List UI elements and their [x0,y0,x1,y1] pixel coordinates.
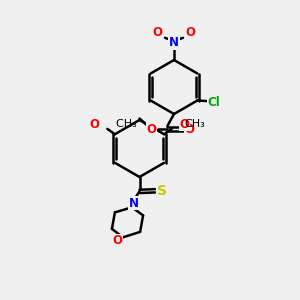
Text: O: O [112,234,122,248]
Text: S: S [157,184,167,198]
Text: O: O [146,122,156,136]
Text: O: O [90,118,100,131]
Text: N: N [128,197,139,210]
Text: O: O [184,122,195,136]
Text: O: O [152,26,162,39]
Text: N: N [169,36,179,50]
Text: CH₃: CH₃ [95,119,136,129]
Text: CH₃: CH₃ [184,119,205,129]
Text: O: O [186,26,196,39]
Text: O: O [179,118,189,131]
Text: Cl: Cl [208,95,220,109]
